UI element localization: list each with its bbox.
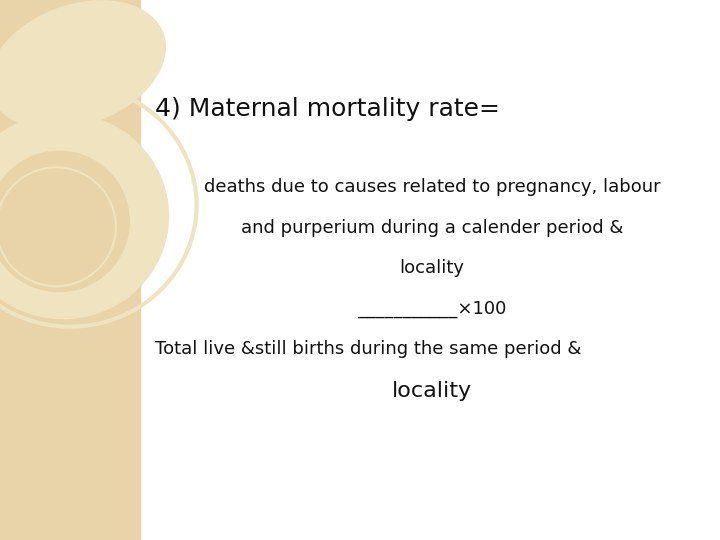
Text: deaths due to causes related to pregnancy, labour: deaths due to causes related to pregnanc… [204,178,660,196]
Text: locality: locality [400,259,464,277]
Ellipse shape [0,113,168,319]
Bar [0,0,140,540]
Text: and purperium during a calender period &: and purperium during a calender period & [240,219,624,237]
Text: Total live &still births during the same period &: Total live &still births during the same… [155,340,581,358]
Text: 4) Maternal mortality rate=: 4) Maternal mortality rate= [155,97,500,121]
Ellipse shape [0,151,129,292]
Ellipse shape [0,1,166,129]
Text: ___________×100: ___________×100 [357,300,507,318]
Text: locality: locality [392,381,472,401]
